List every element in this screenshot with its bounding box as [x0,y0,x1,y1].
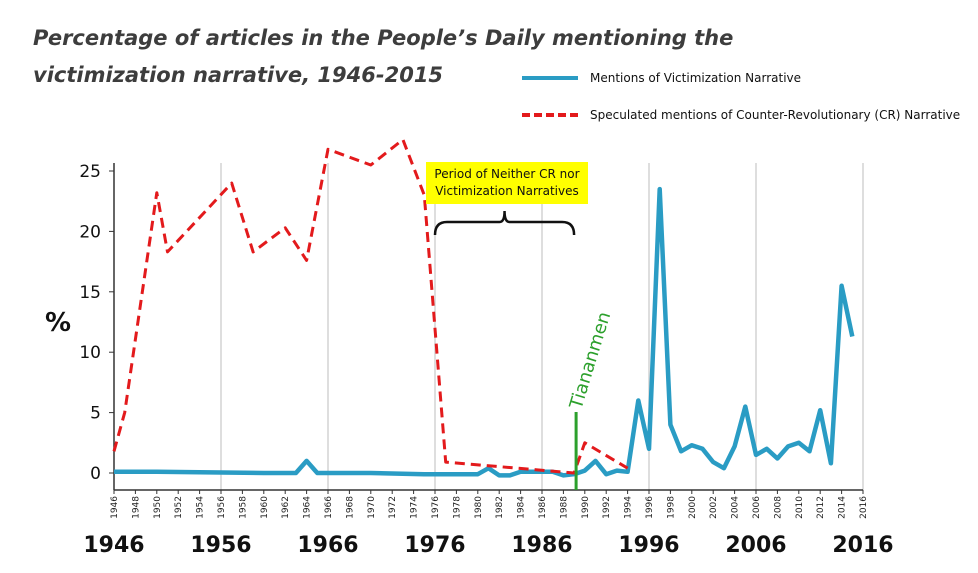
period-box-line-1: Period of Neither CR nor [434,167,579,181]
x-tick-label-small: 2006 [752,496,762,519]
tiananmen-label: Tiananmen [566,309,616,412]
x-tick-label-small: 1966 [324,496,334,519]
x-tick-label-large: 1976 [404,533,465,558]
legend-item-counter-revolutionary: Speculated mentions of Counter-Revolutio… [522,105,960,125]
x-tick-label-small: 1998 [666,496,676,519]
x-tick-label-large: 1986 [511,533,572,558]
x-tick-label-small: 1996 [645,496,655,519]
x-tick-label-small: 1948 [131,496,141,519]
period-brace [433,210,576,236]
x-tick-label-large: 1946 [83,533,144,558]
x-tick-label-small: 1962 [281,496,291,519]
x-tick-label-small: 1952 [174,496,184,519]
x-tick-label-large: 1966 [297,533,358,558]
x-tick-label-small: 2012 [816,496,826,519]
period-box [426,162,588,204]
x-tick-label-large: 1996 [618,533,679,558]
x-tick-label-small: 1954 [196,496,206,519]
x-tick-label-large: 2016 [832,533,893,558]
x-tick-label-small: 1964 [303,496,313,519]
legend: Mentions of Victimization Narrative Spec… [522,68,960,142]
x-tick-label-small: 1986 [538,496,548,519]
y-tick-label: 0 [90,464,101,484]
x-tick-label-small: 1958 [238,496,248,519]
x-tick-label-small: 1970 [367,496,377,519]
period-box-line-2: Victimization Narratives [435,184,579,198]
x-tick-label-small: 1990 [581,496,591,519]
legend-label: Speculated mentions of Counter-Revolutio… [590,108,961,122]
x-tick-label-small: 1950 [153,496,163,519]
y-tick-label: 20 [79,222,101,242]
x-tick-label-small: 1994 [624,496,634,519]
x-tick-label-small: 2002 [709,496,719,519]
y-tick-label: 5 [90,404,101,424]
x-tick-label-small: 2010 [795,496,805,519]
legend-swatch-solid [522,76,578,80]
y-axis-label: % [45,308,71,338]
cr-narrative-line [112,138,629,475]
x-tick-label-small: 2000 [688,496,698,519]
x-tick-label-small: 2008 [773,496,783,519]
x-tick-label-small: 1978 [452,496,462,519]
x-tick-label-small: 2016 [859,496,869,519]
legend-swatch-dashed [522,113,578,117]
x-tick-label-small: 1960 [260,496,270,519]
legend-item-victimization: Mentions of Victimization Narrative [522,68,960,88]
x-tick-label-small: 1988 [559,496,569,519]
x-tick-label-small: 1984 [517,496,527,519]
victimization-line [114,186,855,478]
x-tick-label-small: 1968 [345,496,355,519]
x-tick-label-small: 1956 [217,496,227,519]
y-tick-label: 10 [79,343,101,363]
x-tick-label-small: 1976 [431,496,441,519]
x-tick-label-small: 2004 [731,496,741,519]
x-tick-label-large: 2006 [725,533,786,558]
x-tick-label-large: 1956 [190,533,251,558]
y-tick-label: 25 [79,162,101,182]
chart-title: Percentage of articles in the People’s D… [33,26,734,87]
x-tick-label-small: 1972 [388,496,398,519]
x-tick-label-small: 1974 [410,496,420,519]
x-tick-label-small: 1980 [474,496,484,519]
legend-label: Mentions of Victimization Narrative [590,71,802,85]
x-tick-label-small: 2014 [838,496,848,519]
x-tick-label-small: 1982 [495,496,505,519]
y-tick-label: 15 [79,283,101,303]
x-tick-label-small: 1992 [602,496,612,519]
x-tick-label-small: 1946 [110,496,120,519]
